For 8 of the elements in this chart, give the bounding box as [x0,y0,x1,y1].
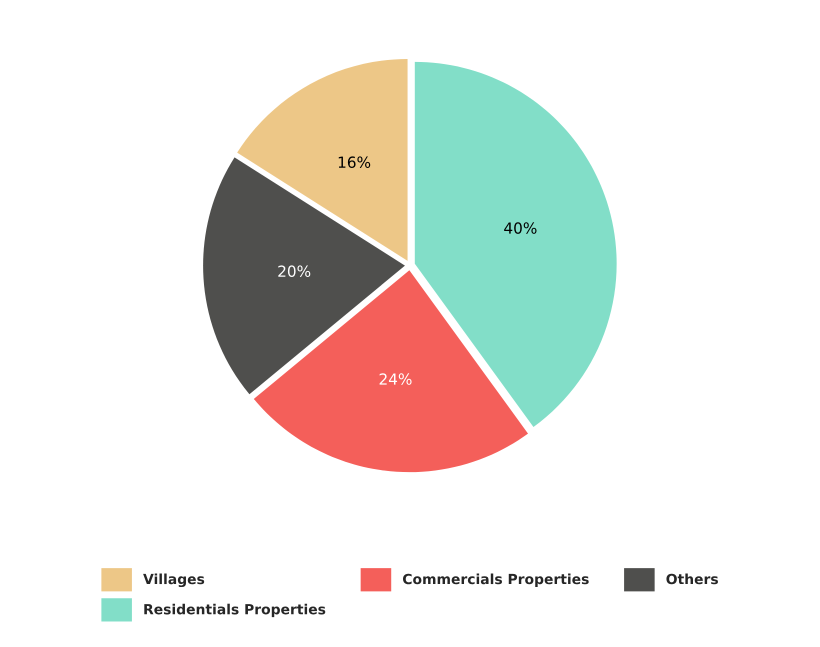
data-label: 40% [504,222,537,234]
data-label: 20% [278,265,310,277]
legend-label: Villages [143,574,204,588]
legend-label: Others [666,574,718,584]
legend-label: Residentials Properties [144,604,326,618]
legend-label: Commercials Properties [403,574,589,587]
data-label: 24% [380,373,412,385]
data-label: 16% [338,156,370,168]
